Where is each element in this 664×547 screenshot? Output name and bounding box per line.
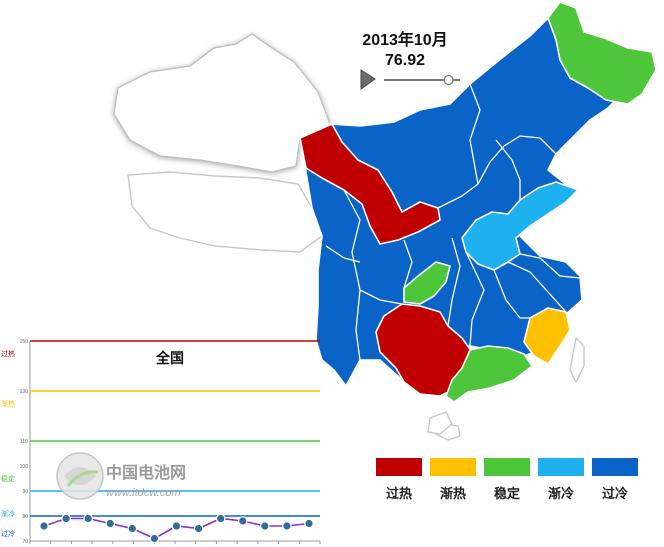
data-point [127,523,138,534]
legend-label: 渐冷 [547,486,574,501]
y-tick-label: 130 [20,389,29,395]
watermark-brand: 中国电池网 [106,463,186,482]
legend-item-cooling: 渐冷 [538,458,584,502]
data-point [61,513,71,524]
legend-label: 过热 [385,486,412,501]
index-value: 76.92 [384,52,426,69]
region-cooling-central [461,181,579,271]
region-heilongjiang [547,1,657,105]
data-point [282,521,292,531]
region-taiwan [569,336,585,384]
legend-item-stable: 稳定 [484,458,530,502]
legend-swatch [538,458,584,476]
legend: 过热 渐热 稳定 渐冷 过冷 [376,458,638,502]
y-tick-label: 90 [22,489,28,495]
data-point [149,533,160,544]
legend-swatch [592,458,638,476]
band-label: 渐冷 [1,509,15,518]
data-point [83,513,93,524]
band-label: 过热 [1,349,15,358]
watermark-site: www.itdcw.com [106,487,181,499]
legend-swatch [376,458,422,476]
play-icon[interactable] [360,69,376,90]
chart-title: 全国 [155,350,184,366]
region-overcold-main [299,9,627,397]
legend-item-overheat: 过热 [376,458,422,502]
legend-item-warming: 渐热 [430,458,476,502]
timeline-slider [360,69,460,90]
data-point [304,518,314,529]
legend-label: 稳定 [493,486,520,501]
y-tick-label: 100 [20,464,29,470]
y-tick-label: 70 [22,539,28,545]
time-readout: 2013年10月 76.92 [350,26,460,70]
data-point [193,523,204,534]
band-label: 渐热 [1,399,15,408]
date-label: 2013年10月 [362,32,448,49]
data-point [39,521,49,531]
data-point [105,518,116,529]
data-point [237,516,248,526]
region-fujian [523,307,571,365]
y-tick-label: 150 [20,339,29,345]
band-label: 过冷 [1,529,15,538]
legend-swatch [484,458,530,476]
y-tick-label: 110 [20,439,28,445]
region-xinjiang [113,33,331,173]
legend-label: 渐热 [439,486,466,501]
data-point [215,513,226,524]
legend-item-overcold: 过冷 [592,458,638,502]
region-hainan [427,411,453,435]
slider-knob[interactable] [443,74,454,86]
province-borders [325,83,601,361]
watermark-logo: 中国电池网 www.itdcw.com [56,452,186,500]
data-point [171,521,182,531]
band-label: 稳定 [1,474,15,483]
legend-label: 过冷 [601,486,628,501]
data-point [260,521,270,531]
region-chongqing [403,261,451,305]
region-guangdong [445,345,533,403]
region-tibet [127,171,323,253]
y-tick-label: 80 [22,514,28,520]
legend-swatch [430,458,476,476]
